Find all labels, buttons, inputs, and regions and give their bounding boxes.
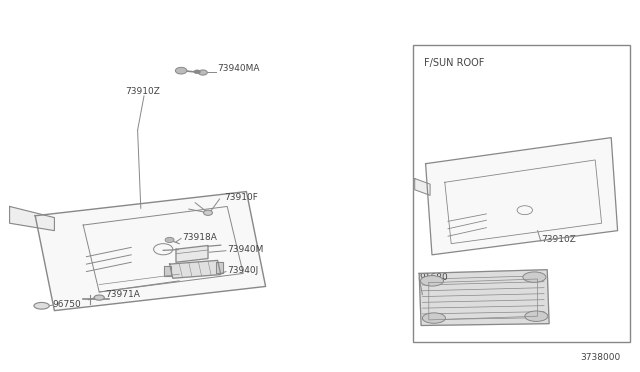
Ellipse shape [523,272,546,282]
Polygon shape [415,179,430,195]
Ellipse shape [194,70,200,74]
Text: 91680: 91680 [419,273,448,282]
Text: 73910Z: 73910Z [541,235,575,244]
Polygon shape [216,262,223,273]
Text: 73910Z: 73910Z [125,87,159,96]
Ellipse shape [198,70,207,75]
Polygon shape [426,138,618,255]
Text: 73971A: 73971A [106,291,140,299]
Polygon shape [170,260,221,278]
Ellipse shape [175,67,187,74]
Polygon shape [35,192,266,311]
Bar [413,45,630,342]
Polygon shape [176,246,208,262]
Text: 73940M: 73940M [227,246,264,254]
Text: 73918A: 73918A [182,233,217,242]
Polygon shape [164,266,171,276]
Text: 73910F: 73910F [224,193,258,202]
Text: 73940J: 73940J [227,266,259,275]
Ellipse shape [422,313,445,323]
Ellipse shape [94,295,104,300]
Ellipse shape [420,276,444,286]
Text: 73940MA: 73940MA [218,64,260,73]
Ellipse shape [165,237,174,243]
Ellipse shape [34,302,49,309]
Text: 3738000: 3738000 [580,353,621,362]
Text: F/SUN ROOF: F/SUN ROOF [424,58,484,68]
Ellipse shape [525,311,548,321]
Polygon shape [10,206,54,231]
Text: 96750: 96750 [52,300,81,309]
Polygon shape [419,270,549,326]
Ellipse shape [204,210,212,215]
